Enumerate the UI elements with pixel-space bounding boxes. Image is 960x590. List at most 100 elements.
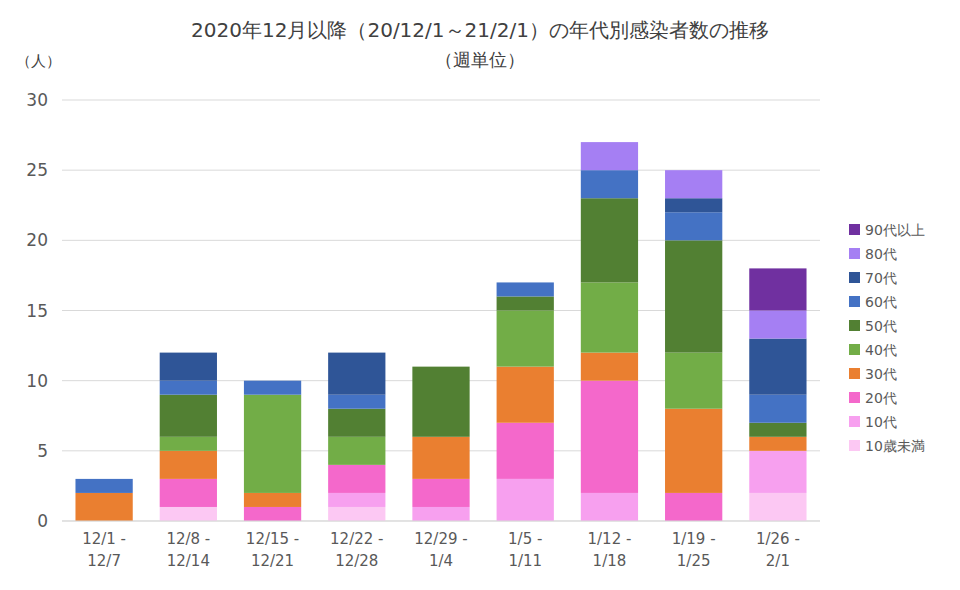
y-axis-label: （人） — [16, 52, 61, 70]
bar-segment — [244, 380, 301, 381]
legend-swatch — [849, 248, 860, 259]
x-tick-label: 12/22 -12/28 — [330, 530, 383, 570]
x-tick-label: 12/29 -1/4 — [414, 530, 467, 570]
x-tick-label: 1/19 -1/25 — [672, 530, 716, 570]
bar-segment — [160, 381, 217, 395]
bar-segment — [328, 465, 385, 493]
bar-segment — [497, 479, 554, 521]
bar-segment — [160, 507, 217, 521]
legend-swatch — [849, 368, 860, 379]
bar-segment — [749, 493, 806, 521]
bar-segment — [412, 367, 469, 437]
legend-label: 60代 — [865, 294, 897, 310]
bar-segment — [75, 478, 132, 479]
legend-label: 40代 — [865, 342, 897, 358]
legend-label: 10代 — [865, 414, 897, 430]
x-tick-label: 12/15 -12/21 — [246, 530, 299, 570]
bar-segment — [160, 395, 217, 437]
bar-segment — [581, 142, 638, 143]
bar-segment — [75, 478, 132, 479]
bar-segment — [749, 311, 806, 339]
y-tick-label: 5 — [37, 441, 48, 461]
bar-segment — [665, 170, 722, 171]
bar-segment — [412, 366, 469, 367]
grid-line — [62, 521, 820, 522]
bar-segment — [328, 352, 385, 353]
legend-label: 80代 — [865, 246, 897, 262]
bar-segment — [665, 409, 722, 493]
background — [0, 0, 960, 590]
bar-segment — [665, 212, 722, 240]
bar-segment — [749, 268, 806, 310]
legend-swatch — [849, 416, 860, 427]
bar-segment — [328, 493, 385, 507]
bar-segment — [160, 479, 217, 507]
bar-segment — [412, 366, 469, 367]
bars — [75, 142, 806, 521]
bar-segment — [497, 296, 554, 310]
legend-label: 30代 — [865, 366, 897, 382]
bar-segment — [412, 366, 469, 367]
bar-segment — [749, 339, 806, 395]
chart: 2020年12月以降（20/12/1～21/2/1）の年代別感染者数の推移 （週単… — [0, 0, 960, 590]
bar-segment — [328, 507, 385, 521]
bar-segment — [665, 493, 722, 521]
bar-segment — [665, 170, 722, 198]
bar-segment — [497, 423, 554, 479]
bar-segment — [75, 493, 132, 521]
bar-segment — [244, 493, 301, 507]
bar-segment — [581, 493, 638, 521]
subtitle: （週単位） — [435, 49, 525, 70]
y-tick-label: 30 — [26, 90, 48, 110]
bar-segment — [665, 240, 722, 352]
x-tick-label: 12/8 -12/14 — [166, 530, 210, 570]
bar-segment — [328, 409, 385, 437]
y-tick-label: 10 — [26, 371, 48, 391]
bar-segment — [75, 478, 132, 479]
bar-segment — [665, 198, 722, 212]
title: 2020年12月以降（20/12/1～21/2/1）の年代別感染者数の推移 — [191, 18, 769, 42]
x-tick-label: 12/1 -12/7 — [82, 530, 126, 570]
bar-segment — [328, 352, 385, 353]
legend-label: 50代 — [865, 318, 897, 334]
bar-segment — [581, 381, 638, 493]
x-tick-label: 1/26 -2/1 — [756, 530, 800, 570]
legend-swatch — [849, 344, 860, 355]
legend-label: 90代以上 — [865, 222, 925, 238]
bar-segment — [412, 479, 469, 507]
bar-segment — [412, 507, 469, 521]
legend-swatch — [849, 440, 860, 451]
bar-segment — [497, 282, 554, 283]
bar-segment — [244, 381, 301, 395]
bar-segment — [244, 507, 301, 521]
legend-swatch — [849, 320, 860, 331]
bar-segment — [328, 395, 385, 409]
bar-segment — [497, 282, 554, 283]
bar-segment — [75, 479, 132, 493]
bar-segment — [244, 380, 301, 381]
bar-segment — [160, 352, 217, 353]
y-tick-label: 20 — [26, 230, 48, 250]
legend-swatch — [849, 392, 860, 403]
bar-segment — [328, 353, 385, 395]
bar-segment — [160, 353, 217, 381]
bar-segment — [581, 353, 638, 381]
bar-segment — [244, 395, 301, 493]
bar-segment — [497, 367, 554, 423]
legend-swatch — [849, 224, 860, 235]
bar-segment — [160, 437, 217, 451]
x-tick-label: 1/12 -1/18 — [588, 530, 632, 570]
bar-segment — [581, 198, 638, 282]
bar-segment — [581, 142, 638, 170]
legend-swatch — [849, 296, 860, 307]
bar-segment — [244, 380, 301, 381]
x-tick-label: 1/5 -1/11 — [508, 530, 542, 570]
bar-segment — [497, 282, 554, 283]
bar-segment — [497, 282, 554, 296]
bar-segment — [412, 437, 469, 479]
bar-segment — [497, 311, 554, 367]
grid-line — [62, 100, 820, 101]
bar-segment — [160, 352, 217, 353]
bar-segment — [749, 423, 806, 437]
bar-segment — [581, 282, 638, 352]
